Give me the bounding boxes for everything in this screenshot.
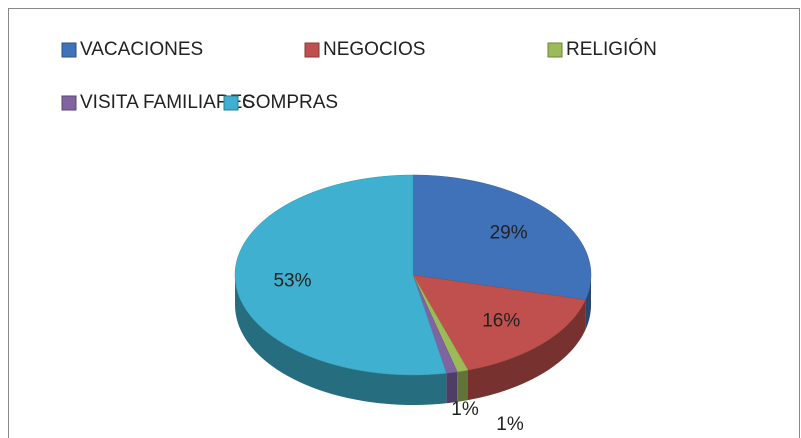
legend-swatch bbox=[304, 42, 320, 58]
legend-label: RELIGIÓN bbox=[566, 38, 657, 60]
data-label: 1% bbox=[496, 414, 524, 435]
data-label: 16% bbox=[482, 311, 520, 332]
slice-side bbox=[585, 275, 591, 330]
data-label: 1% bbox=[451, 399, 479, 420]
legend-swatch bbox=[61, 42, 77, 58]
pie-slice bbox=[412, 174, 592, 301]
legend-swatch bbox=[223, 95, 239, 111]
slice-side bbox=[468, 299, 586, 401]
legend-swatch bbox=[61, 95, 77, 111]
legend-label: VACACIONES bbox=[80, 39, 203, 60]
legend-label: NEGOCIOS bbox=[323, 39, 425, 60]
slice-side bbox=[235, 275, 447, 405]
pie-slice bbox=[234, 174, 447, 376]
slice-side bbox=[457, 370, 469, 402]
slice-side bbox=[446, 371, 458, 404]
pie-slice bbox=[412, 274, 586, 371]
data-label: 29% bbox=[490, 222, 528, 243]
legend-label: COMPRAS bbox=[242, 92, 338, 113]
data-label: 53% bbox=[273, 270, 311, 291]
legend-swatch bbox=[547, 42, 563, 58]
legend-label: VISITA FAMILIARES bbox=[80, 92, 255, 113]
